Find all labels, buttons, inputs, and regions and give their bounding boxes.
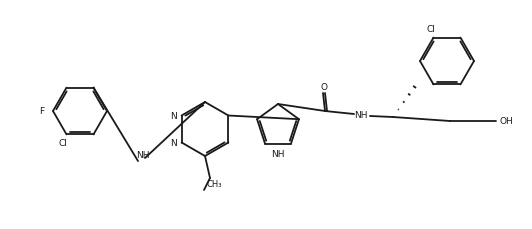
Text: NH: NH [354,111,368,120]
Text: Cl: Cl [426,25,435,34]
Text: O: O [320,82,328,91]
Text: NH: NH [271,150,285,159]
Text: F: F [39,107,44,116]
Text: OH: OH [499,117,513,126]
Text: Cl: Cl [58,138,67,147]
Text: CH₃: CH₃ [206,180,222,189]
Text: N: N [170,138,177,147]
Text: N: N [170,112,177,120]
Text: NH: NH [136,151,149,160]
